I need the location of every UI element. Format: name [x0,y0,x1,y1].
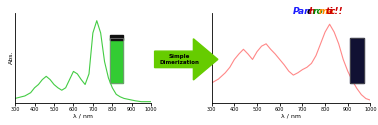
Text: ti: ti [326,8,333,16]
Bar [350,38,364,83]
Y-axis label: Abs.: Abs. [205,51,210,64]
Bar [350,38,364,83]
Text: c!!: c!! [330,8,344,16]
Text: Simple
Dimerization: Simple Dimerization [160,54,200,65]
Bar [110,38,122,83]
Text: c: c [306,8,311,16]
Bar [110,35,122,40]
Text: ro: ro [313,8,323,16]
X-axis label: λ / nm: λ / nm [281,113,301,118]
Text: ma: ma [319,8,335,16]
Text: h: h [309,8,316,16]
Bar [110,38,122,83]
Text: Pan: Pan [293,8,311,16]
Y-axis label: Abs.: Abs. [9,51,14,64]
X-axis label: λ / nm: λ / nm [73,113,93,118]
Polygon shape [155,39,218,80]
